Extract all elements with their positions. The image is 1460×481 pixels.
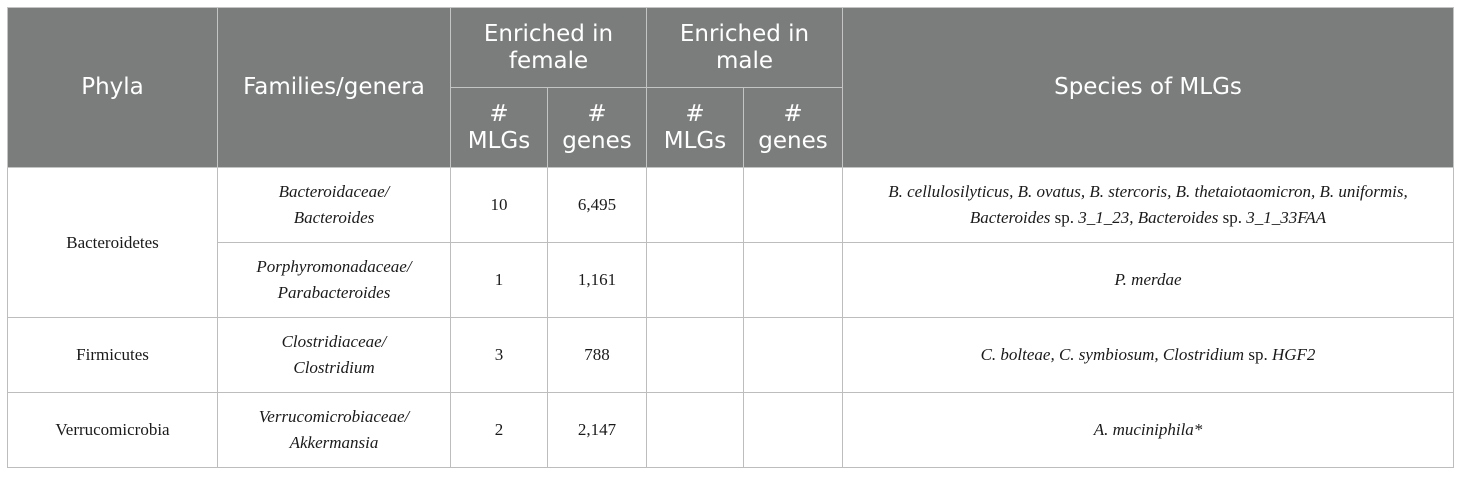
cell-family-genus: Clostridiaceae/ Clostridium xyxy=(217,317,451,393)
cell-female-genes: 2,147 xyxy=(547,392,647,468)
cell-family-genus: Verrucomicrobiaceae/ Akkermansia xyxy=(217,392,451,468)
cell-male-mlgs xyxy=(646,242,744,318)
cell-female-genes: 6,495 xyxy=(547,167,647,243)
cell-male-mlgs xyxy=(646,392,744,468)
family-name: Porphyromonadaceae/ xyxy=(256,257,412,276)
table-row: Porphyromonadaceae/ Parabacteroides 1 1,… xyxy=(8,242,1454,318)
species-text: sp. xyxy=(1244,345,1272,364)
header-female-genes: # genes xyxy=(547,87,647,168)
cell-male-genes xyxy=(743,392,843,468)
header-female-mlgs: # MLGs xyxy=(450,87,548,168)
cell-male-mlgs xyxy=(646,167,744,243)
header-families-genera: Families/genera xyxy=(217,7,451,168)
species-text: sp. xyxy=(1218,208,1247,227)
cell-male-genes xyxy=(743,167,843,243)
cell-species: B. cellulosilyticus, B. ovatus, B. sterc… xyxy=(842,167,1454,243)
header-male-genes: # genes xyxy=(743,87,843,168)
family-name: Bacteroidaceae/ xyxy=(278,182,390,201)
genus-name: Clostridium xyxy=(293,358,375,377)
table-row: Verrucomicrobia Verrucomicrobiaceae/ Akk… xyxy=(7,392,1454,468)
cell-female-mlgs: 3 xyxy=(450,317,548,393)
table-body: Bacteroidetes Bacteroidaceae/ Bacteroide… xyxy=(7,167,1454,468)
species-text: C. bolteae, C. symbiosum, Clostridium xyxy=(980,345,1245,364)
cell-family-genus: Bacteroidaceae/ Bacteroides xyxy=(217,167,451,243)
header-male-mlgs-label: # MLGs xyxy=(663,100,727,154)
header-enriched-in-female: Enriched in female xyxy=(450,7,647,88)
header-male-mlgs: # MLGs xyxy=(646,87,744,168)
species-text: 3_1_23, Bacteroides xyxy=(1078,208,1219,227)
header-enriched-in-male: Enriched in male xyxy=(646,7,843,88)
header-phyla: Phyla xyxy=(7,7,218,168)
cell-family-genus: Porphyromonadaceae/ Parabacteroides xyxy=(217,242,451,318)
cell-phylum: Firmicutes xyxy=(7,317,218,393)
species-text: HGF2 xyxy=(1271,345,1316,364)
species-text: sp. xyxy=(1050,208,1079,227)
cell-male-genes xyxy=(743,317,843,393)
header-species-of-mlgs: Species of MLGs xyxy=(842,7,1454,168)
cell-female-genes: 1,161 xyxy=(547,242,647,318)
mlg-enrichment-table: Phyla Families/genera Enriched in female… xyxy=(7,7,1454,468)
cell-female-genes: 788 xyxy=(547,317,647,393)
cell-female-mlgs: 1 xyxy=(450,242,548,318)
cell-species: A. muciniphila* xyxy=(842,392,1454,468)
table-row: Bacteroidetes Bacteroidaceae/ Bacteroide… xyxy=(7,167,1454,318)
cell-male-genes xyxy=(743,242,843,318)
species-text: P. merdae xyxy=(1114,270,1182,289)
table-header: Phyla Families/genera Enriched in female… xyxy=(7,7,1454,168)
cell-phylum: Bacteroidetes xyxy=(7,167,218,318)
genus-name: Akkermansia xyxy=(289,433,379,452)
mlg-table-container: Phyla Families/genera Enriched in female… xyxy=(7,7,1454,468)
species-text: B. cellulosilyticus, B. ovatus, B. sterc… xyxy=(888,182,1408,227)
header-female-mlgs-label: # MLGs xyxy=(467,100,531,154)
genus-name: Parabacteroides xyxy=(277,283,391,302)
cell-species: P. merdae xyxy=(842,242,1454,318)
genus-name: Bacteroides xyxy=(293,208,375,227)
cell-species: C. bolteae, C. symbiosum, Clostridium sp… xyxy=(842,317,1454,393)
family-name: Clostridiaceae/ xyxy=(281,332,387,351)
species-text: A. muciniphila* xyxy=(1093,420,1203,439)
header-enriched-in-male-label: Enriched in male xyxy=(679,20,810,74)
cell-male-mlgs xyxy=(646,317,744,393)
family-name: Verrucomicrobiaceae/ xyxy=(258,407,410,426)
header-male-genes-label: # genes xyxy=(758,100,828,154)
table-row: Firmicutes Clostridiaceae/ Clostridium 3… xyxy=(7,317,1454,393)
header-female-genes-label: # genes xyxy=(562,100,632,154)
species-text: 3_1_33FAA xyxy=(1246,208,1327,227)
cell-female-mlgs: 10 xyxy=(450,167,548,243)
cell-phylum: Verrucomicrobia xyxy=(7,392,218,468)
header-enriched-in-female-label: Enriched in female xyxy=(483,20,614,74)
cell-female-mlgs: 2 xyxy=(450,392,548,468)
